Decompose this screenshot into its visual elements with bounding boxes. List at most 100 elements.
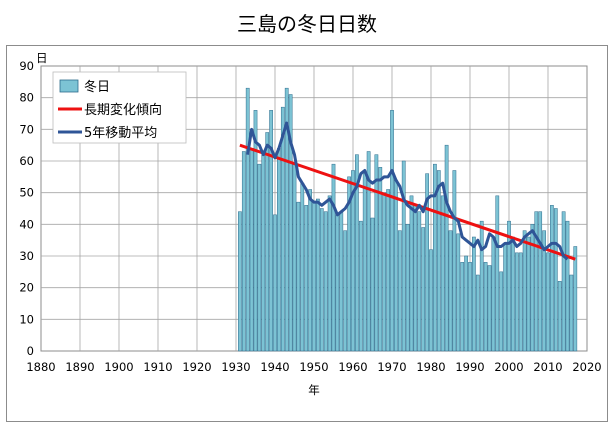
x-tick-label: 1960 <box>338 360 367 374</box>
winter-days-bar <box>417 211 422 352</box>
winter-days-bar <box>538 211 543 352</box>
winter-days-bar <box>269 110 273 352</box>
winter-days-bar <box>362 173 367 352</box>
winter-days-bar <box>261 154 266 352</box>
winter-days-bar <box>487 265 492 352</box>
winter-days-bar <box>273 214 277 352</box>
x-tick-label: 1930 <box>221 360 250 374</box>
winter-days-bar <box>472 236 476 352</box>
winter-days-bar <box>511 236 515 352</box>
winter-days-bar <box>366 151 371 352</box>
winter-days-bar <box>304 205 309 352</box>
winter-days-bar <box>413 205 418 352</box>
winter-days-bar <box>280 106 285 352</box>
winter-days-bar <box>553 208 558 352</box>
winter-days-bar <box>460 262 465 352</box>
winter-days-bar <box>464 255 468 352</box>
x-tick-label: 1950 <box>299 360 328 374</box>
y-tick-label: 30 <box>19 249 34 263</box>
winter-days-bar <box>448 230 453 352</box>
winter-days-bar <box>436 170 441 352</box>
x-tick-label: 1890 <box>65 360 94 374</box>
legend-swatch-bars <box>59 79 79 93</box>
winter-days-bar <box>483 262 488 352</box>
winter-days-bar <box>335 214 340 352</box>
winter-days-bar <box>331 163 336 352</box>
winter-days-bar <box>343 230 348 352</box>
winter-days-bar <box>475 274 480 352</box>
winter-days-bar <box>253 110 258 352</box>
winter-days-bar <box>561 211 566 352</box>
winter-days-bar <box>425 173 429 352</box>
y-axis-unit-label: 日 <box>36 51 48 65</box>
y-tick-label: 80 <box>19 91 34 105</box>
x-tick-label: 2020 <box>572 360 601 374</box>
winter-days-bar <box>390 110 394 352</box>
legend: 冬日 長期変化傾向 5年移動平均 <box>52 71 187 144</box>
winter-days-bar <box>530 224 535 352</box>
winter-days-bar <box>456 233 461 352</box>
winter-days-bar <box>296 201 301 352</box>
winter-days-bar <box>378 167 383 352</box>
x-tick-label: 1920 <box>182 360 211 374</box>
winter-days-bar <box>503 243 507 352</box>
winter-days-bar <box>277 148 281 352</box>
winter-days-bar <box>292 163 297 352</box>
x-tick-label: 1900 <box>104 360 133 374</box>
x-tick-label: 1940 <box>260 360 289 374</box>
y-tick-label: 20 <box>19 281 34 295</box>
winter-days-bar <box>355 154 359 352</box>
winter-days-bar <box>507 220 511 352</box>
x-tick-label: 1880 <box>26 360 55 374</box>
axis-layer: 0 10 20 30 40 50 60 70 80 90 1880 1890 1900 1910 1920 1… <box>19 59 601 374</box>
winter-days-bar <box>573 246 578 352</box>
y-tick-label: 70 <box>19 122 34 136</box>
winter-days-bar <box>394 179 398 352</box>
winter-days-bar <box>327 195 332 352</box>
winter-days-bar <box>347 176 351 352</box>
winter-days-bar <box>433 163 437 352</box>
moving-average-line <box>246 121 569 261</box>
winter-days-bar <box>440 195 445 352</box>
legend-label-bars: 冬日 <box>84 79 110 95</box>
winter-days-bar <box>374 154 379 352</box>
chart-title: 三島の冬日日数 <box>237 12 377 36</box>
winter-days-bar <box>514 252 519 352</box>
winter-days-bar <box>409 195 414 352</box>
winter-days-bar <box>265 132 270 352</box>
winter-days-bar <box>401 160 406 352</box>
winter-days-bar <box>300 182 305 352</box>
winter-days-bar <box>288 94 293 352</box>
y-tick-label: 60 <box>19 154 34 168</box>
winter-days-bar <box>542 230 546 352</box>
bar-layer <box>238 87 578 352</box>
x-tick-label: 2010 <box>533 360 562 374</box>
winter-days-bar <box>312 201 316 352</box>
line-layer <box>239 121 576 261</box>
legend-label-moving-average: 5年移動平均 <box>84 126 157 141</box>
winter-days-bar <box>468 262 472 352</box>
winter-days-bar <box>569 274 574 352</box>
winter-days-bar <box>241 151 246 352</box>
winter-days-bar <box>284 87 289 352</box>
winter-days-bar <box>534 211 539 352</box>
y-tick-label: 90 <box>19 59 34 73</box>
winter-days-bar <box>257 163 262 352</box>
winter-days-bar <box>479 220 484 352</box>
winter-days-bar <box>351 170 355 352</box>
winter-days-bar <box>245 87 250 352</box>
winter-days-bar <box>499 271 504 352</box>
winter-days-bar <box>522 230 527 352</box>
x-axis-label: 年 <box>308 383 320 397</box>
winter-days-bar <box>546 252 550 352</box>
x-tick-label: 1910 <box>143 360 172 374</box>
x-tick-label: 2000 <box>494 360 523 374</box>
winter-days-bar <box>397 230 402 352</box>
winter-days-bar <box>316 198 320 352</box>
winter-days-bar <box>370 217 375 352</box>
winter-days-bar <box>382 192 387 352</box>
winter-days-bar <box>238 211 242 352</box>
x-tick-label: 1980 <box>416 360 445 374</box>
